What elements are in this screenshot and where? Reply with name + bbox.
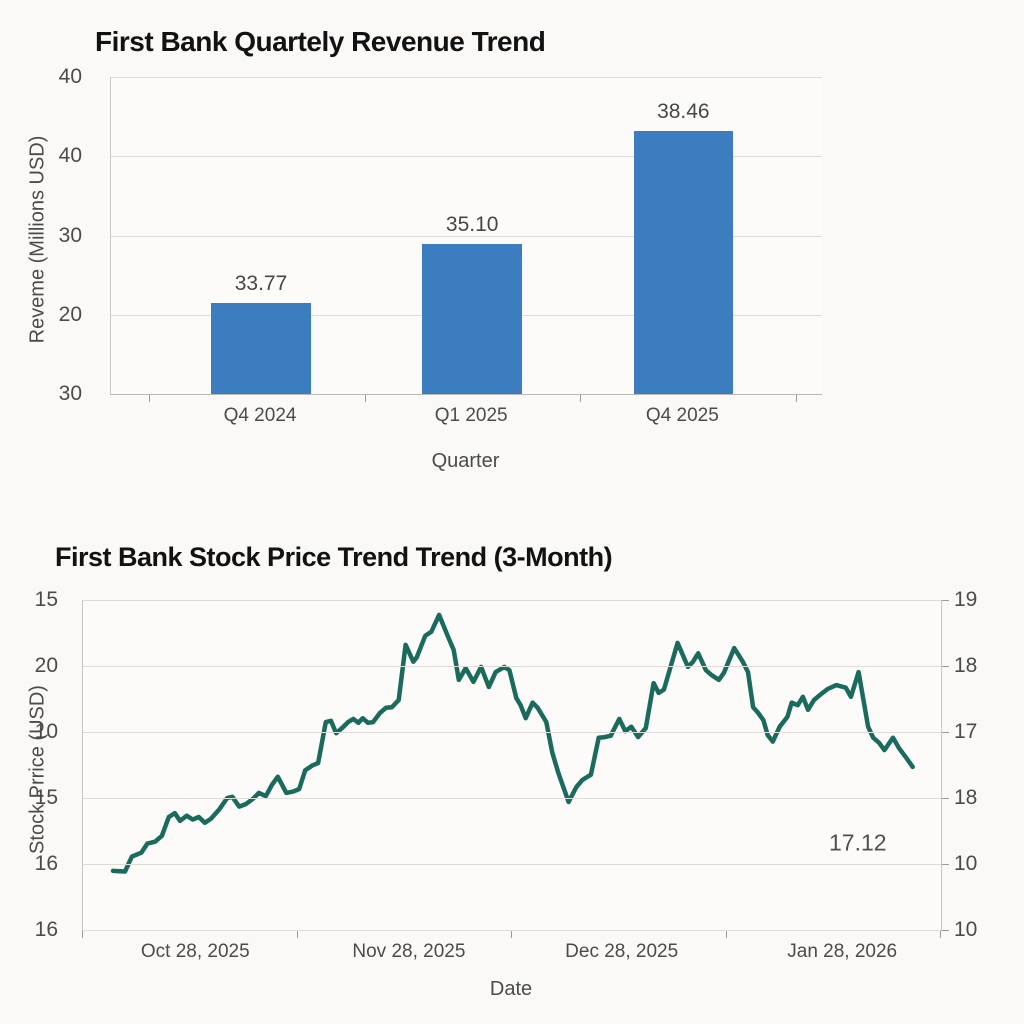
line-left-y-tick-label: 15 — [34, 588, 58, 611]
x-axis-tick-mark — [296, 931, 298, 938]
right-axis-tick-mark — [942, 600, 949, 601]
line-left-y-tick-label: 16 — [34, 852, 58, 875]
revenue-bar — [422, 244, 522, 394]
stock-price-line — [110, 612, 915, 874]
gridline — [111, 156, 822, 158]
line-right-y-tick-label: 18 — [954, 786, 978, 809]
bar-y-tick-label: 40 — [58, 65, 82, 88]
right-axis-tick-mark — [942, 798, 949, 799]
bar-category-label: Q1 2025 — [434, 405, 508, 426]
right-axis-tick-mark — [942, 666, 949, 667]
line-right-y-tick-label: 19 — [954, 588, 978, 611]
bar-value-label: 38.46 — [657, 99, 710, 123]
line-left-y-tick-label: 10 — [34, 720, 58, 743]
bar-chart-y-tick-labels: 40 40 30 20 30 — [0, 65, 100, 405]
line-chart-x-axis-label: Date — [489, 978, 533, 1000]
gridline — [83, 798, 941, 799]
bar-chart-x-tick-labels: Q4 2024 Q1 2025 Q4 2025 — [110, 395, 821, 455]
bar-value-label: 35.10 — [445, 213, 499, 237]
x-axis-tick-mark — [940, 931, 941, 938]
bar-y-tick-label: 40 — [58, 144, 82, 168]
bar-chart-x-axis-label: Quarter — [431, 450, 500, 472]
line-right-y-tick-label: 17 — [954, 720, 978, 743]
x-axis-tick-mark — [365, 395, 367, 402]
bar-chart-title: First Bank Quartely Revenue Trend — [95, 26, 546, 57]
bar-category-label: Q4 2024 — [223, 405, 297, 426]
right-axis-tick-mark — [942, 864, 949, 865]
x-axis-tick-mark — [82, 931, 83, 938]
line-date-label: Dec 28, 2025 — [565, 941, 679, 962]
line-right-y-tick-label: 10 — [954, 918, 978, 941]
gridline — [83, 930, 941, 931]
x-axis-tick-mark — [149, 395, 151, 402]
gridline — [111, 77, 822, 78]
line-chart-left-y-tick-labels: 15 20 10 15 16 16 — [0, 588, 70, 941]
bar-chart-plot-area: 33.77 35.10 38.46 — [110, 77, 822, 395]
line-left-y-tick-label: 20 — [34, 654, 58, 677]
gridline — [83, 864, 941, 865]
gridline — [83, 600, 941, 601]
gridline — [83, 666, 941, 667]
line-chart-x-tick-labels: Oct 28, 2025 Nov 28, 2025 Dec 28, 2025 Jan … — [82, 931, 941, 991]
revenue-bar — [633, 130, 734, 394]
last-price-annotation: 17.12 — [828, 829, 887, 856]
gridline — [83, 732, 941, 733]
line-chart-right-y-tick-labels: 19 18 17 18 10 10 — [954, 588, 1014, 941]
line-date-label: Oct 28, 2025 — [140, 941, 250, 962]
right-axis-tick-mark — [942, 732, 949, 733]
x-axis-tick-mark — [796, 395, 798, 402]
x-axis-tick-mark — [579, 395, 581, 402]
line-chart-plot-area: 17.12 — [82, 600, 949, 931]
gridline — [111, 235, 822, 237]
bar-value-label: 33.77 — [234, 272, 288, 296]
bar-category-label: Q4 2025 — [645, 405, 719, 426]
revenue-bar — [211, 303, 311, 394]
x-axis-tick-mark — [725, 931, 727, 938]
line-date-label: Jan 28, 2026 — [787, 941, 898, 962]
line-left-y-tick-label: 16 — [34, 918, 58, 941]
line-date-label: Nov 28, 2025 — [352, 941, 466, 962]
line-chart-title: First Bank Stock Price Trend Trend (3-Mo… — [55, 542, 613, 572]
bar-y-tick-label: 30 — [58, 223, 82, 247]
line-left-y-tick-label: 15 — [34, 786, 58, 809]
line-right-y-tick-label: 18 — [954, 654, 978, 677]
bar-y-tick-label: 20 — [58, 302, 82, 326]
line-right-y-tick-label: 10 — [954, 852, 978, 875]
bar-y-tick-label: 30 — [58, 382, 82, 405]
x-axis-tick-mark — [511, 931, 512, 938]
right-axis-tick-mark — [942, 930, 949, 931]
